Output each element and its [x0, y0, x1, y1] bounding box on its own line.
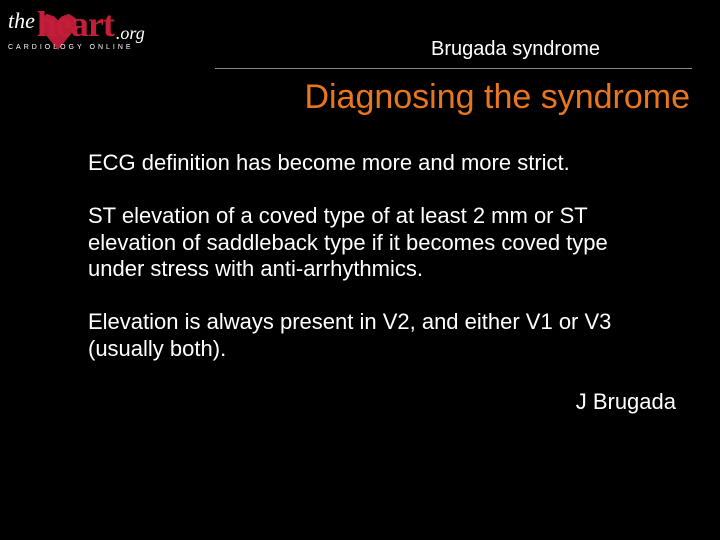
site-logo: the heart .org CARDIOLOGY ONLINE — [8, 8, 208, 51]
slide-title: Diagnosing the syndrome — [240, 78, 690, 117]
logo-the: the — [8, 10, 35, 32]
logo-heart: heart — [37, 8, 114, 40]
header-topic-label: Brugada syndrome — [431, 38, 600, 61]
attribution: J Brugada — [88, 389, 676, 416]
paragraph-3: Elevation is always present in V2, and e… — [88, 309, 664, 363]
paragraph-2: ST elevation of a coved type of at least… — [88, 203, 664, 283]
slide-body: ECG definition has become more and more … — [88, 150, 664, 416]
logo-wordmark: the heart .org — [8, 8, 208, 42]
header-divider — [215, 68, 692, 69]
logo-org: .org — [116, 24, 145, 42]
logo-tagline: CARDIOLOGY ONLINE — [8, 44, 208, 51]
paragraph-1: ECG definition has become more and more … — [88, 150, 664, 177]
